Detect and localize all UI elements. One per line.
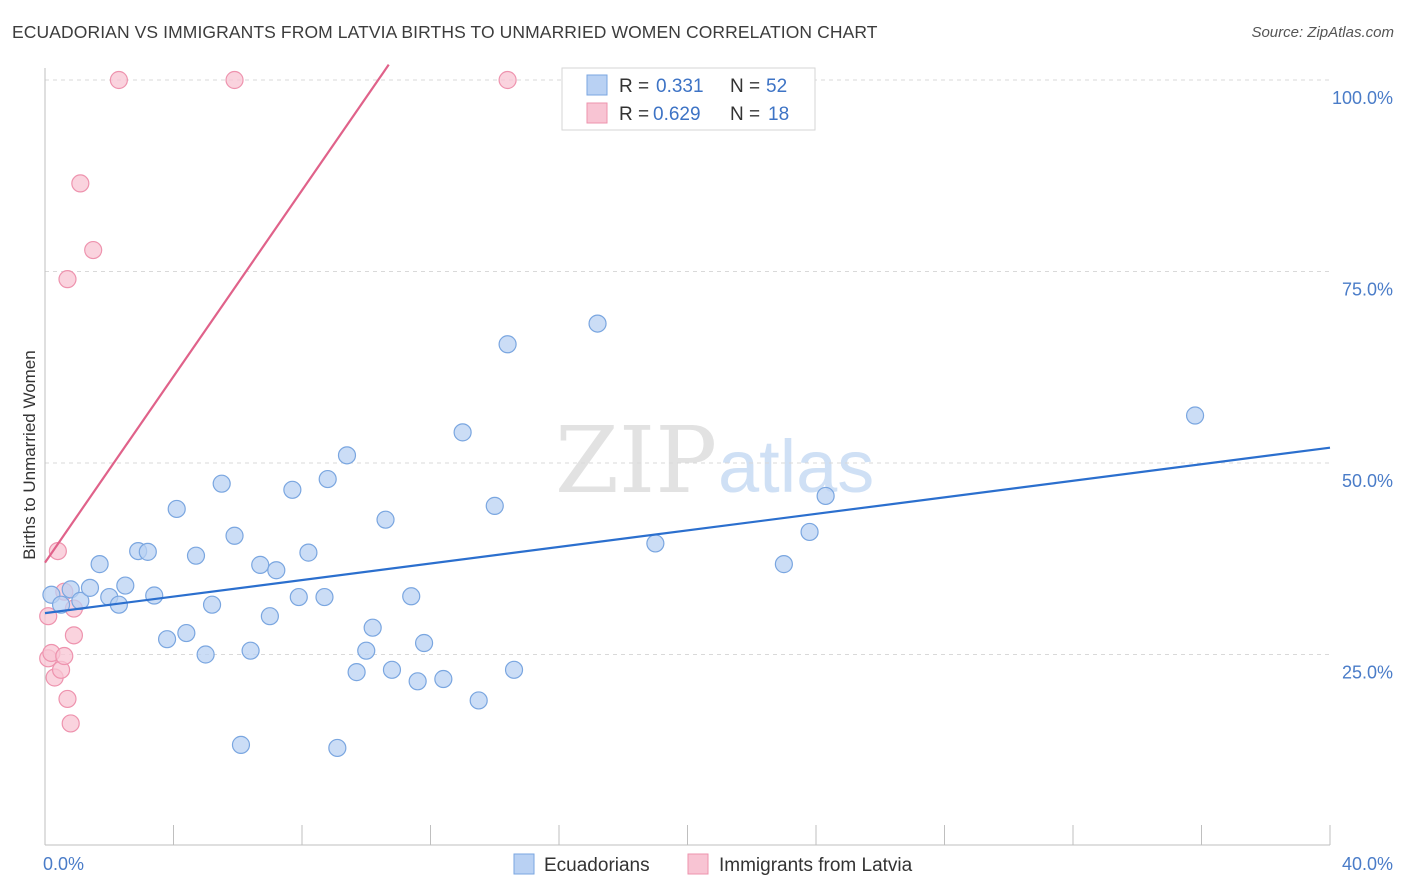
bottom-legend-swatch-ecuadorians [513, 853, 535, 875]
ecuadorians-point-24 [267, 561, 286, 580]
latvia-point-15 [109, 70, 128, 90]
ecuadorians-point-49 [800, 522, 819, 542]
ecuadorians-point-12 [157, 630, 177, 649]
series-legend: Ecuadorians Immigrants from Latvia [513, 853, 913, 876]
trend-line-latvia [44, 64, 390, 564]
legend-r-label-1: R = [619, 104, 649, 125]
ecuadorians-point-46 [588, 314, 607, 333]
watermark-atlas: atlas [718, 425, 874, 508]
ecuadorians-point-51 [1185, 406, 1205, 425]
ecuadorians-point-29 [318, 469, 337, 489]
ecuadorians-point-30 [328, 738, 347, 758]
ecuadorians-point-19 [225, 526, 244, 545]
ecuadorians-point-48 [774, 555, 793, 574]
legend-r-value-0: 0.331 [656, 76, 704, 97]
legend-n-label-1: N = [730, 104, 760, 125]
legend-n-value-1: 18 [768, 104, 789, 125]
legend-r-label-0: R = [619, 76, 649, 97]
ecuadorians-point-8 [116, 576, 135, 595]
bottom-legend-swatch-latvia [687, 853, 709, 875]
watermark-zip: ZIP [555, 407, 717, 514]
x-tick-labels: 0.0% 40.0% [43, 854, 1393, 874]
bottom-legend-latvia: Immigrants from Latvia [719, 855, 913, 876]
y-axis-label: Births to Unmarried Women [20, 350, 39, 559]
ecuadorians-point-32 [347, 663, 366, 682]
ecuadorians-point-21 [241, 641, 260, 660]
ecuadorians-point-41 [453, 423, 472, 442]
ecuadorians-point-20 [231, 735, 251, 754]
ecuadorians-point-11 [145, 586, 164, 605]
ecuadorians-point-1 [51, 595, 71, 614]
legend-swatch-pink [586, 102, 608, 124]
ecuadorians-point-16 [196, 645, 215, 664]
legend-n-label-0: N = [730, 76, 760, 97]
legend-n-value-0: 52 [766, 76, 787, 97]
ecuadorians-point-31 [337, 446, 357, 465]
latvia-point-16 [225, 70, 244, 90]
bottom-legend-ecuadorians: Ecuadorians [544, 855, 650, 876]
axes [44, 68, 1331, 846]
y-tick-label-100: 100.0% [1332, 88, 1393, 108]
latvia-point-12 [64, 626, 84, 645]
ecuadorians-point-10 [138, 542, 157, 561]
ecuadorians-point-23 [260, 607, 279, 626]
ecuadorians-point-44 [498, 335, 517, 354]
ecuadorians-point-43 [485, 496, 504, 515]
x-tick-label-max: 40.0% [1342, 854, 1393, 874]
ecuadorians-point-28 [315, 587, 334, 607]
ecuadorians-point-47 [646, 534, 665, 553]
ecuadorians-point-42 [469, 691, 488, 710]
ecuadorians-point-22 [251, 555, 270, 574]
x-tick-label-min: 0.0% [43, 854, 84, 874]
ecuadorians-point-39 [414, 633, 434, 653]
latvia-point-17 [498, 70, 517, 90]
ecuadorians-point-35 [376, 510, 395, 529]
y-tick-label-75: 75.0% [1342, 280, 1393, 300]
ecuadorians-point-38 [408, 672, 427, 691]
ecuadorians-point-27 [299, 543, 318, 562]
y-tick-label-25: 25.0% [1342, 663, 1393, 683]
ecuadorians-point-13 [167, 499, 186, 519]
latvia-point-14 [84, 240, 103, 260]
latvia-point-8 [58, 270, 77, 289]
ecuadorians-point-33 [357, 641, 376, 660]
ecuadorians-point-18 [212, 474, 231, 493]
latvia-point-10 [61, 714, 80, 733]
ecuadorians-point-36 [382, 660, 402, 679]
ecuadorians-point-14 [177, 623, 196, 643]
legend-r-value-1: 0.629 [653, 104, 701, 125]
latvia-point-9 [58, 689, 77, 709]
ecuadorians-point-4 [80, 578, 100, 597]
series-ecuadorians-points [42, 314, 1205, 758]
legend-swatch-blue [586, 74, 608, 96]
grid-lines [45, 79, 1330, 655]
ecuadorians-point-37 [402, 587, 421, 606]
ecuadorians-point-50 [816, 486, 835, 506]
ecuadorians-point-5 [90, 555, 109, 574]
y-tick-labels: 25.0% 50.0% 75.0% 100.0% [1332, 88, 1393, 683]
trend-lines [44, 64, 1331, 615]
chart-title: ECUADORIAN VS IMMIGRANTS FROM LATVIA BIR… [12, 22, 878, 42]
y-tick-label-50: 50.0% [1342, 471, 1393, 491]
trend-line-ecuadorians [44, 446, 1331, 615]
ecuadorians-point-15 [186, 546, 206, 565]
source-credit: Source: ZipAtlas.com [1251, 24, 1394, 41]
ecuadorians-point-40 [434, 669, 453, 689]
latvia-point-13 [71, 174, 90, 193]
correlation-legend: R = 0.331 N = 52 R = 0.629 N = 18 [561, 67, 816, 131]
ecuadorians-point-34 [363, 618, 382, 637]
latvia-point-7 [55, 646, 74, 666]
series-latvia-points [39, 70, 517, 733]
ecuadorians-point-45 [504, 660, 524, 679]
ecuadorians-point-17 [202, 595, 222, 614]
ecuadorians-point-25 [283, 480, 302, 499]
ecuadorians-point-26 [289, 587, 308, 607]
